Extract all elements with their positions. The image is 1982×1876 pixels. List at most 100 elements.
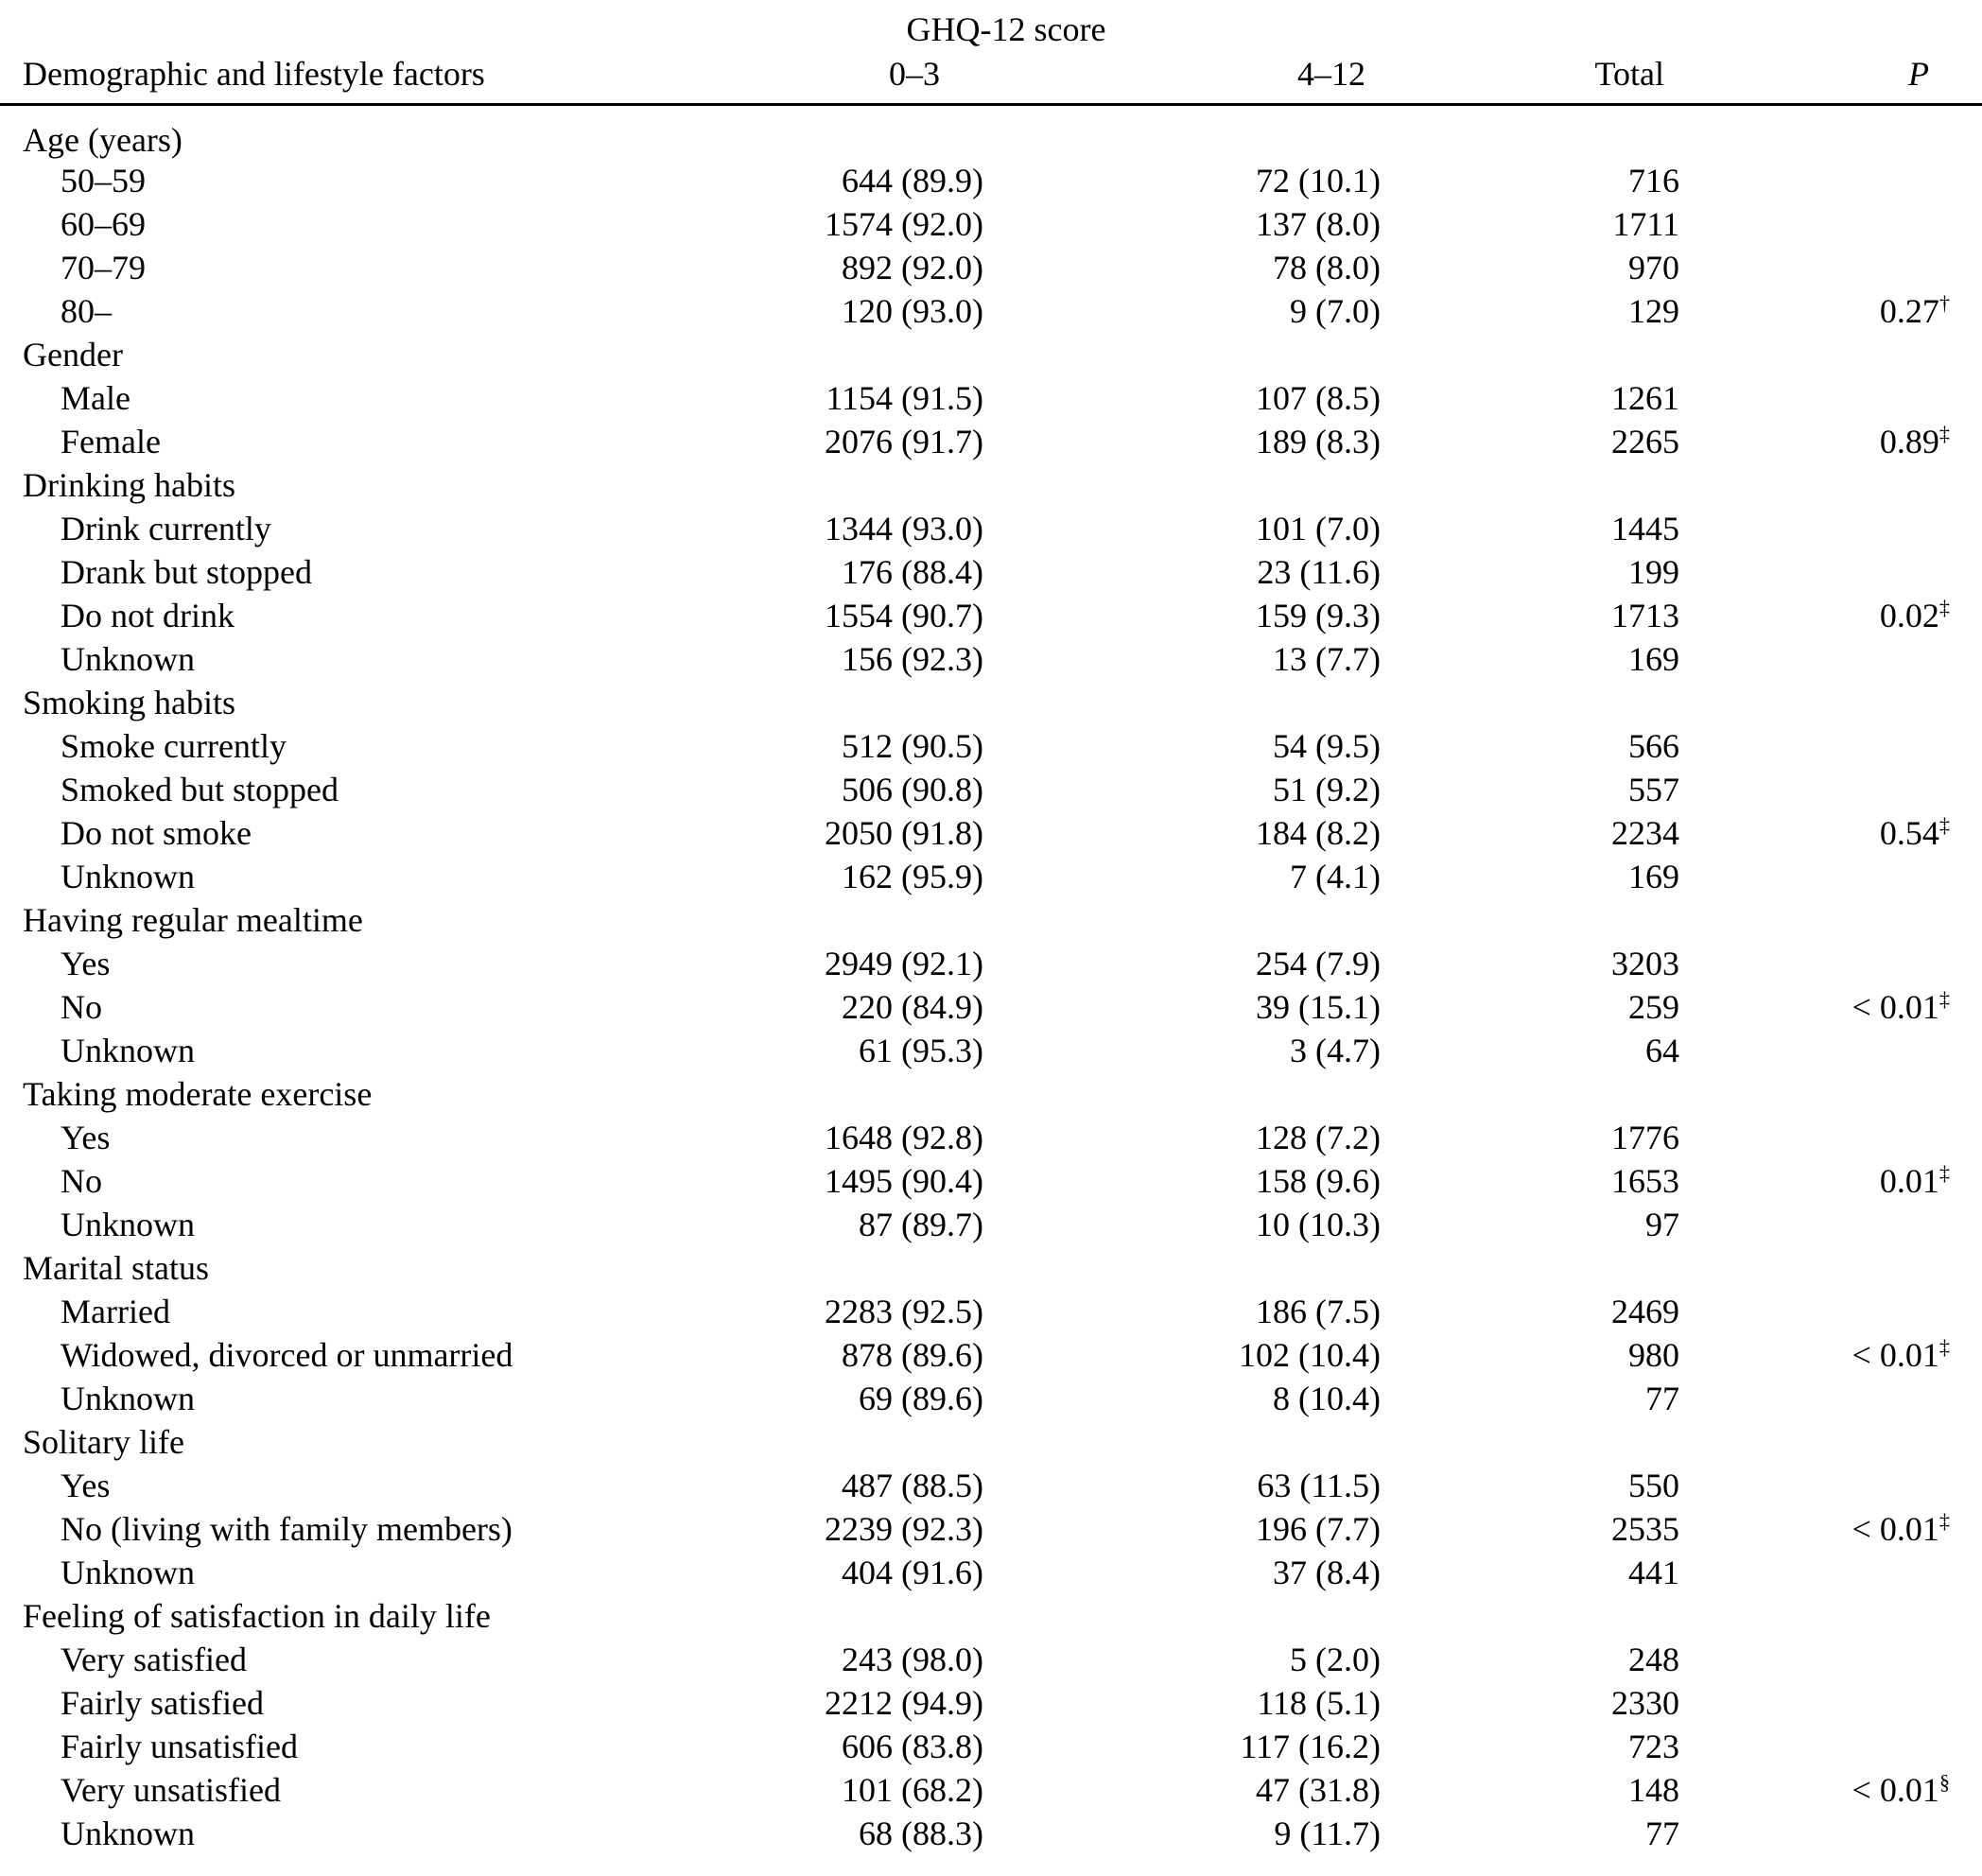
row-label: Unknown	[61, 858, 195, 896]
p-value-cell	[1702, 1378, 1982, 1421]
footnote-marker: ‡	[1939, 987, 1950, 1012]
score-4-12-cell: 13 (7.7)	[1273, 640, 1381, 679]
row-label: Do not smoke	[61, 814, 252, 853]
total-cell: 557	[1628, 771, 1679, 809]
category-row: Having regular mealtime	[0, 899, 1982, 943]
score-4-12-cell: 7 (4.1)	[1290, 858, 1381, 896]
table-row: Widowed, divorced or unmarried 878 (89.6)…	[0, 1334, 1982, 1378]
footnote-marker: ‡	[1939, 596, 1950, 620]
category-label: Solitary life	[23, 1423, 184, 1462]
table-row: Married 2283 (92.5) 186 (7.5) 2469	[0, 1291, 1982, 1334]
table-spanner-title: GHQ-12 score	[906, 10, 1106, 48]
row-label: Unknown	[61, 640, 195, 679]
p-value-cell: < 0.01‡	[1702, 986, 1982, 1030]
row-label: Very satisfied	[61, 1641, 247, 1679]
score-4-12-cell: 117 (16.2)	[1240, 1728, 1381, 1766]
p-value-cell	[1702, 1552, 1982, 1595]
total-cell: 97	[1645, 1206, 1679, 1244]
score-0-3-cell: 2283 (92.5)	[825, 1293, 983, 1331]
category-label: Gender	[23, 336, 123, 374]
table-row: 80– 120 (93.0) 9 (7.0) 129 0.27†	[0, 290, 1982, 334]
p-value-cell: < 0.01§	[1702, 1769, 1982, 1813]
total-cell: 2535	[1611, 1510, 1679, 1549]
category-row: Solitary life	[0, 1421, 1982, 1465]
table-row: No 220 (84.9) 39 (15.1) 259 < 0.01‡	[0, 986, 1982, 1030]
row-label: Fairly satisfied	[61, 1684, 264, 1723]
footnote-marker: ‡	[1939, 1509, 1950, 1534]
score-4-12-cell: 37 (8.4)	[1273, 1554, 1381, 1592]
score-4-12-cell: 78 (8.0)	[1273, 249, 1381, 287]
score-4-12-cell: 39 (15.1)	[1256, 988, 1381, 1027]
category-row: Taking moderate exercise	[0, 1073, 1982, 1117]
score-0-3-cell: 1554 (90.7)	[825, 597, 983, 635]
row-label: Unknown	[61, 1815, 195, 1853]
row-label: Very unsatisfied	[61, 1771, 281, 1810]
total-cell: 970	[1628, 249, 1679, 287]
total-cell: 566	[1628, 727, 1679, 766]
row-label: Widowed, divorced or unmarried	[61, 1336, 513, 1375]
category-label: Age (years)	[23, 120, 183, 159]
total-cell: 1711	[1612, 205, 1679, 244]
table-row: Yes 1648 (92.8) 128 (7.2) 1776	[0, 1117, 1982, 1160]
spacer-cell	[1403, 0, 1702, 49]
total-cell: 64	[1645, 1032, 1679, 1070]
total-cell: 723	[1628, 1728, 1679, 1766]
row-label: 60–69	[61, 205, 146, 244]
total-cell: 441	[1628, 1554, 1679, 1592]
spacer-cell	[1702, 0, 1982, 49]
p-value: 0.27	[1879, 292, 1939, 331]
p-value-cell	[1702, 1117, 1982, 1160]
category-row: Smoking habits	[0, 682, 1982, 725]
score-0-3-cell: 1344 (93.0)	[825, 510, 983, 548]
row-label: Yes	[61, 945, 111, 983]
score-4-12-cell: 184 (8.2)	[1256, 814, 1381, 853]
p-value-cell	[1702, 769, 1982, 812]
table-row: No 1495 (90.4) 158 (9.6) 1653 0.01‡	[0, 1160, 1982, 1204]
row-label: Smoked but stopped	[61, 771, 339, 809]
row-label: No	[61, 988, 102, 1027]
category-label: Smoking habits	[23, 684, 236, 722]
score-0-3-cell: 2076 (91.7)	[825, 423, 983, 461]
total-cell: 2265	[1611, 423, 1679, 461]
table-row: 60–69 1574 (92.0) 137 (8.0) 1711	[0, 203, 1982, 247]
p-value-cell	[1702, 1682, 1982, 1726]
p-value: 0.89	[1879, 423, 1939, 461]
score-0-3-cell: 243 (98.0)	[842, 1641, 983, 1679]
table-row: Unknown 69 (89.6) 8 (10.4) 77	[0, 1378, 1982, 1421]
total-cell: 1445	[1611, 510, 1679, 548]
table-row: Unknown 87 (89.7) 10 (10.3) 97	[0, 1204, 1982, 1247]
row-label: Fairly unsatisfied	[61, 1728, 298, 1766]
row-label: 50–59	[61, 162, 146, 200]
table-row: Smoke currently 512 (90.5) 54 (9.5) 566	[0, 725, 1982, 769]
table-row: Do not smoke 2050 (91.8) 184 (8.2) 2234 0.54…	[0, 812, 1982, 856]
table-row: Yes 487 (88.5) 63 (11.5) 550	[0, 1465, 1982, 1508]
p-value-cell	[1702, 1726, 1982, 1769]
table-row: Unknown 162 (95.9) 7 (4.1) 169	[0, 856, 1982, 899]
table-row: Do not drink 1554 (90.7) 159 (9.3) 1713 0.02…	[0, 595, 1982, 638]
score-0-3-cell: 120 (93.0)	[842, 292, 983, 331]
category-label: Feeling of satisfaction in daily life	[23, 1597, 491, 1636]
total-cell: 129	[1628, 292, 1679, 331]
table-row: No (living with family members) 2239 (92.…	[0, 1508, 1982, 1552]
score-0-3-cell: 2949 (92.1)	[825, 945, 983, 983]
p-value: < 0.01	[1852, 988, 1939, 1027]
column-header-score-0-3: 0–3	[609, 49, 1006, 106]
score-4-12-cell: 189 (8.3)	[1256, 423, 1381, 461]
table-row: Yes 2949 (92.1) 254 (7.9) 3203	[0, 943, 1982, 986]
table-row: Very satisfied 243 (98.0) 5 (2.0) 248	[0, 1639, 1982, 1682]
total-cell: 148	[1628, 1771, 1679, 1810]
total-cell: 199	[1628, 553, 1679, 592]
category-row: Drinking habits	[0, 464, 1982, 508]
total-cell: 169	[1628, 640, 1679, 679]
score-4-12-cell: 5 (2.0)	[1290, 1641, 1381, 1679]
category-label: Having regular mealtime	[23, 901, 363, 940]
score-0-3-cell: 176 (88.4)	[842, 553, 983, 592]
table-row: Very unsatisfied 101 (68.2) 47 (31.8) 148 < …	[0, 1769, 1982, 1813]
score-0-3-cell: 506 (90.8)	[842, 771, 983, 809]
table-header: GHQ-12 score Demographic and lifestyle f…	[0, 0, 1982, 106]
p-value: < 0.01	[1852, 1510, 1939, 1549]
p-value-cell	[1702, 725, 1982, 769]
p-value-cell	[1702, 203, 1982, 247]
